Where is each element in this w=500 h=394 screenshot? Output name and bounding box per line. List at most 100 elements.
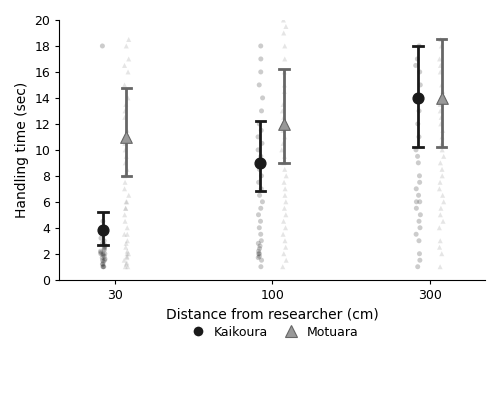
Point [416, 95, 424, 101]
Point [99, 251, 107, 257]
Point [258, 95, 266, 101]
Point [121, 140, 129, 147]
Point [279, 127, 287, 134]
Point [437, 205, 445, 212]
X-axis label: Distance from researcher (cm): Distance from researcher (cm) [166, 307, 378, 321]
Point [436, 101, 444, 108]
Point [280, 121, 288, 127]
Point [279, 140, 287, 147]
Legend: Kaikoura, Motuara: Kaikoura, Motuara [180, 321, 364, 344]
Point [439, 88, 447, 95]
Point [98, 43, 106, 49]
Point [258, 108, 266, 114]
Point [124, 264, 132, 270]
Point [122, 261, 130, 267]
Point [278, 264, 286, 270]
Point [436, 212, 444, 218]
Point [256, 243, 264, 249]
Point [258, 238, 266, 244]
Point [416, 225, 424, 231]
Point [279, 231, 287, 238]
Point [415, 43, 423, 49]
Point [278, 108, 286, 114]
Point [282, 23, 290, 30]
Point [101, 225, 109, 231]
Point [282, 212, 290, 218]
Point [98, 240, 106, 247]
Point [124, 248, 132, 254]
Point [100, 238, 108, 244]
Point [438, 173, 446, 179]
Point [280, 88, 288, 95]
Point [97, 251, 105, 257]
Point [121, 108, 129, 114]
Point [438, 95, 446, 101]
Point [101, 251, 109, 257]
Point [414, 56, 422, 62]
Point [121, 218, 129, 225]
Point [412, 147, 420, 153]
Point [415, 218, 423, 225]
Point [438, 192, 446, 199]
Point [416, 251, 424, 257]
Point [257, 127, 265, 134]
Point [282, 257, 290, 263]
Point [256, 160, 264, 166]
Point [100, 253, 108, 260]
Point [256, 121, 264, 127]
Point [412, 62, 420, 69]
Point [255, 160, 263, 166]
Point [280, 205, 288, 212]
Point [122, 199, 130, 205]
Y-axis label: Handling time (sec): Handling time (sec) [15, 82, 29, 218]
Point [437, 36, 445, 43]
Point [98, 255, 106, 261]
Point [280, 218, 287, 225]
Point [281, 43, 289, 49]
Point [416, 173, 424, 179]
Point [280, 251, 288, 257]
Point [257, 69, 265, 75]
Point [257, 43, 265, 49]
Point [436, 160, 444, 166]
Point [256, 231, 264, 238]
Point [414, 192, 422, 199]
Point [416, 82, 424, 88]
Point [97, 227, 105, 234]
Point [281, 56, 289, 62]
Point [254, 240, 262, 247]
Point [438, 147, 446, 153]
Point [258, 173, 266, 179]
Point [124, 36, 132, 43]
Point [120, 134, 128, 140]
Point [257, 56, 265, 62]
Point [100, 244, 108, 251]
Point [99, 264, 107, 270]
Point [123, 199, 131, 205]
Point [279, 101, 287, 108]
Point [437, 121, 445, 127]
Point [122, 101, 130, 108]
Point [120, 231, 128, 238]
Point [124, 251, 132, 257]
Point [100, 231, 108, 238]
Point [256, 245, 264, 252]
Point [120, 212, 128, 218]
Point [122, 205, 130, 212]
Point [412, 231, 420, 238]
Point [122, 264, 130, 270]
Point [436, 238, 444, 244]
Point [436, 264, 444, 270]
Point [99, 218, 107, 225]
Point [124, 238, 132, 244]
Point [280, 153, 288, 160]
Point [280, 69, 288, 75]
Point [256, 225, 264, 231]
Point [438, 127, 446, 134]
Point [280, 17, 287, 23]
Point [99, 261, 107, 267]
Point [415, 108, 423, 114]
Point [415, 238, 423, 244]
Point [120, 186, 128, 192]
Point [121, 179, 129, 186]
